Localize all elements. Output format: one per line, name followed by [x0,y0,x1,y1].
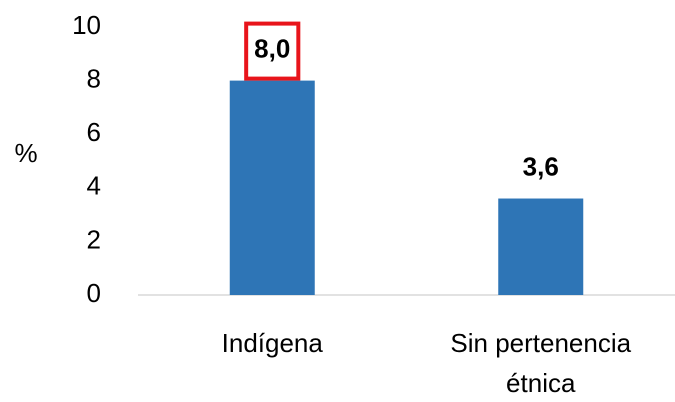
data-label: 8,0 [254,33,290,63]
y-tick-label: 2 [87,224,101,254]
y-tick-label: 6 [87,117,101,147]
y-tick-label: 8 [87,63,101,93]
x-tick-label: Indígena [222,328,324,358]
x-tick-label: Sin pertenencia étnica [450,328,631,398]
bar [229,80,315,295]
highlight-box [244,21,301,81]
y-tick-label: 4 [87,171,101,201]
y-tick-label: 0 [87,278,101,308]
bar [498,198,584,295]
y-axis-label: % [14,138,37,168]
data-label: 3,6 [523,151,559,181]
y-tick-label: 10 [72,10,101,40]
